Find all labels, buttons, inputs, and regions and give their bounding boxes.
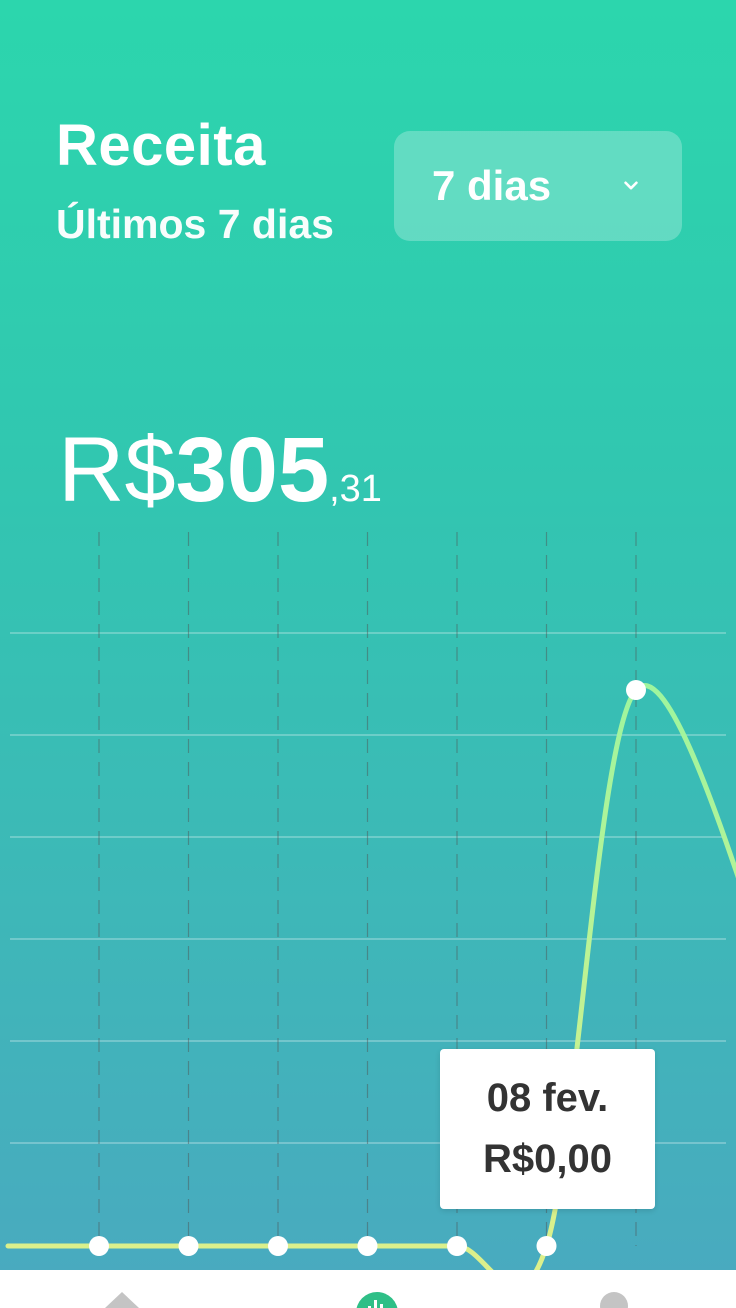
data-point-6	[536, 1236, 557, 1256]
profile-icon[interactable]	[600, 1292, 628, 1308]
data-point-1	[89, 1236, 109, 1256]
bar-chart-icon[interactable]	[356, 1292, 398, 1308]
total-integer: 305	[175, 419, 330, 521]
page-title: Receita	[56, 113, 266, 178]
data-point-5	[447, 1236, 467, 1256]
revenue-line-chart	[5, 532, 736, 1270]
header: Receita Últimos 7 dias	[56, 112, 334, 248]
total-currency: R$	[58, 419, 176, 521]
chart-tooltip: 08 fev. R$0,00	[440, 1049, 655, 1209]
period-dropdown-label: 7 dias	[432, 162, 552, 209]
revenue-total: R$ 305 ,31	[58, 418, 382, 523]
chevron-down-icon	[624, 181, 638, 190]
page-subtitle: Últimos 7 dias	[56, 201, 334, 247]
home-icon[interactable]	[105, 1292, 139, 1308]
bottom-navigation	[0, 1270, 736, 1308]
data-point-4	[357, 1236, 378, 1256]
data-point-7	[626, 680, 646, 700]
period-dropdown[interactable]: 7 dias	[394, 131, 682, 241]
data-point-2	[178, 1236, 199, 1256]
tooltip-value: R$0,00	[483, 1137, 612, 1181]
tooltip-date: 08 fev.	[486, 1076, 609, 1120]
total-cents: ,31	[329, 468, 382, 510]
data-point-3	[268, 1236, 288, 1256]
